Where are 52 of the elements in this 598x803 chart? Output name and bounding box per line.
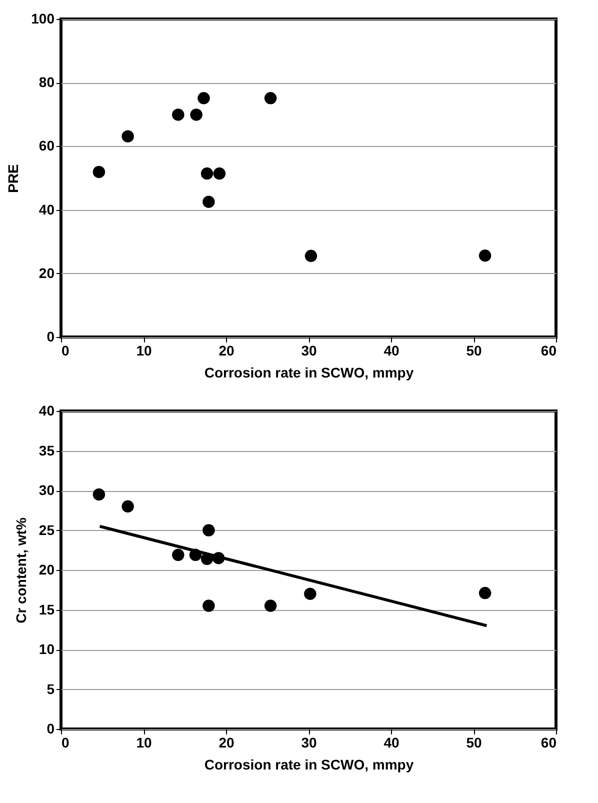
y-tick-label: 80 [38,74,55,90]
x-tick-label: 60 [540,734,557,750]
x-tick-label: 0 [62,734,70,750]
point [264,600,277,612]
x-tick-label: 60 [540,342,557,358]
y-tick-label: 20 [38,264,55,281]
x-tick-label: 50 [466,734,482,750]
point [202,196,215,208]
x-tick-label: 30 [301,342,317,358]
point [304,250,318,262]
point [92,166,106,178]
point [92,488,106,501]
x-tick-label: 20 [218,734,234,750]
y-tick-label: 100 [31,10,55,26]
y-axis-title: PRE [5,164,22,193]
point [304,588,316,600]
x-tick-label: 40 [384,342,400,358]
y-tick-label: 5 [46,680,55,697]
x-tick-label: 30 [301,734,317,750]
point [478,586,492,600]
point [213,167,226,180]
y-tick-label: 10 [38,641,55,657]
x-tick-label: 10 [136,342,152,358]
y-tick-label: 35 [38,442,55,458]
y-tick-label: 40 [38,402,55,418]
x-tick-label: 40 [384,734,400,750]
point [264,92,277,104]
x-tick-label: 20 [218,342,234,358]
x-axis-title: Corrosion rate in SCWO, mmpy [204,756,414,772]
y-axis-title: Cr content, wt% [12,517,29,624]
x-axis-title: Corrosion rate in SCWO, mmpy [204,364,414,380]
y-tick-label: 15 [38,601,55,618]
y-tick-label: 40 [38,201,55,218]
point [478,249,492,262]
point [122,500,134,513]
y-tick-label: 30 [38,482,55,498]
point [172,108,184,121]
y-tick-label: 20 [38,562,55,578]
point [190,108,202,121]
y-tick-label: 25 [38,522,55,538]
point [202,600,215,612]
x-tick-label: 50 [466,342,482,358]
point [198,92,210,104]
x-tick-label: 10 [136,734,152,750]
y-tick-label: 60 [38,138,55,154]
point [200,167,214,180]
point [202,524,215,536]
y-tick-label: 0 [46,720,55,736]
point [122,130,134,142]
x-tick-label: 0 [62,342,70,358]
point [172,548,184,562]
y-tick-label: 0 [46,328,55,344]
